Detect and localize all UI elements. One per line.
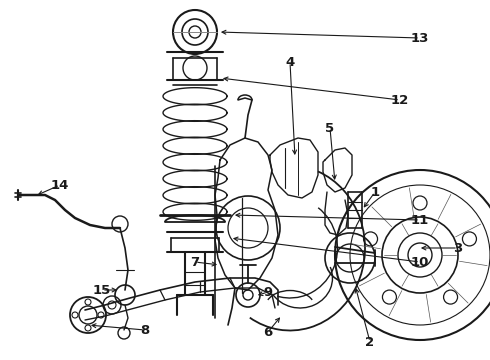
Text: 3: 3 [453, 242, 463, 255]
Text: 15: 15 [93, 284, 111, 297]
Text: 11: 11 [411, 213, 429, 226]
Text: 5: 5 [325, 122, 335, 135]
Text: 9: 9 [264, 285, 272, 298]
Text: 8: 8 [140, 324, 149, 337]
Text: 6: 6 [264, 325, 272, 338]
Text: 12: 12 [391, 94, 409, 107]
Text: 14: 14 [51, 179, 69, 192]
Text: 13: 13 [411, 32, 429, 45]
Text: 10: 10 [411, 256, 429, 269]
Text: 4: 4 [285, 55, 294, 68]
Text: 1: 1 [370, 185, 380, 198]
Text: 2: 2 [366, 336, 374, 348]
Text: 7: 7 [191, 256, 199, 269]
